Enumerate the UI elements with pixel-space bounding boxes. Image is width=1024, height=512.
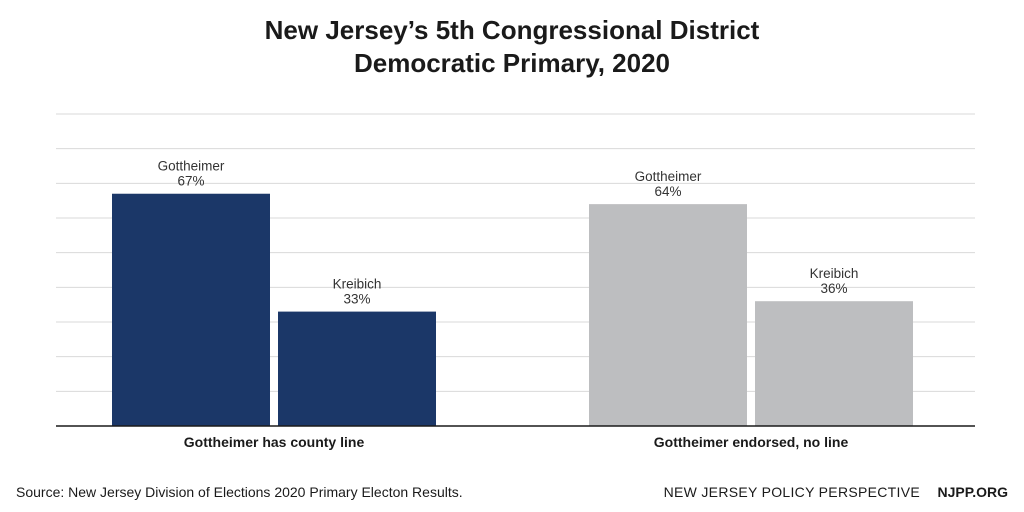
source-note: Source: New Jersey Division of Elections… [16, 484, 463, 500]
category-label: Gottheimer has county line [184, 434, 365, 450]
category-label: Gottheimer endorsed, no line [654, 434, 849, 450]
data-label-name: Kreibich [810, 266, 859, 281]
bar-kreibich-2 [755, 301, 913, 426]
chart-title-line-1: New Jersey’s 5th Congressional District [264, 15, 760, 45]
bar-kreibich-1 [278, 311, 436, 426]
chart-title: New Jersey’s 5th Congressional District … [0, 14, 1024, 80]
bar-gottheimer-1 [112, 193, 270, 426]
chart-title-line-2: Democratic Primary, 2020 [353, 48, 671, 78]
data-label-name: Kreibich [333, 277, 382, 292]
data-label-value: 67% [177, 174, 204, 189]
data-label-value: 36% [820, 281, 847, 296]
data-label-name: Gottheimer [158, 159, 225, 174]
data-label-name: Gottheimer [635, 169, 702, 184]
data-label-value: 33% [343, 292, 370, 307]
org-website[interactable]: NJPP.ORG [937, 484, 1008, 500]
org-name: NEW JERSEY POLICY PERSPECTIVE [663, 484, 920, 500]
data-label-value: 64% [654, 184, 681, 199]
bar-gottheimer-2 [589, 204, 747, 426]
